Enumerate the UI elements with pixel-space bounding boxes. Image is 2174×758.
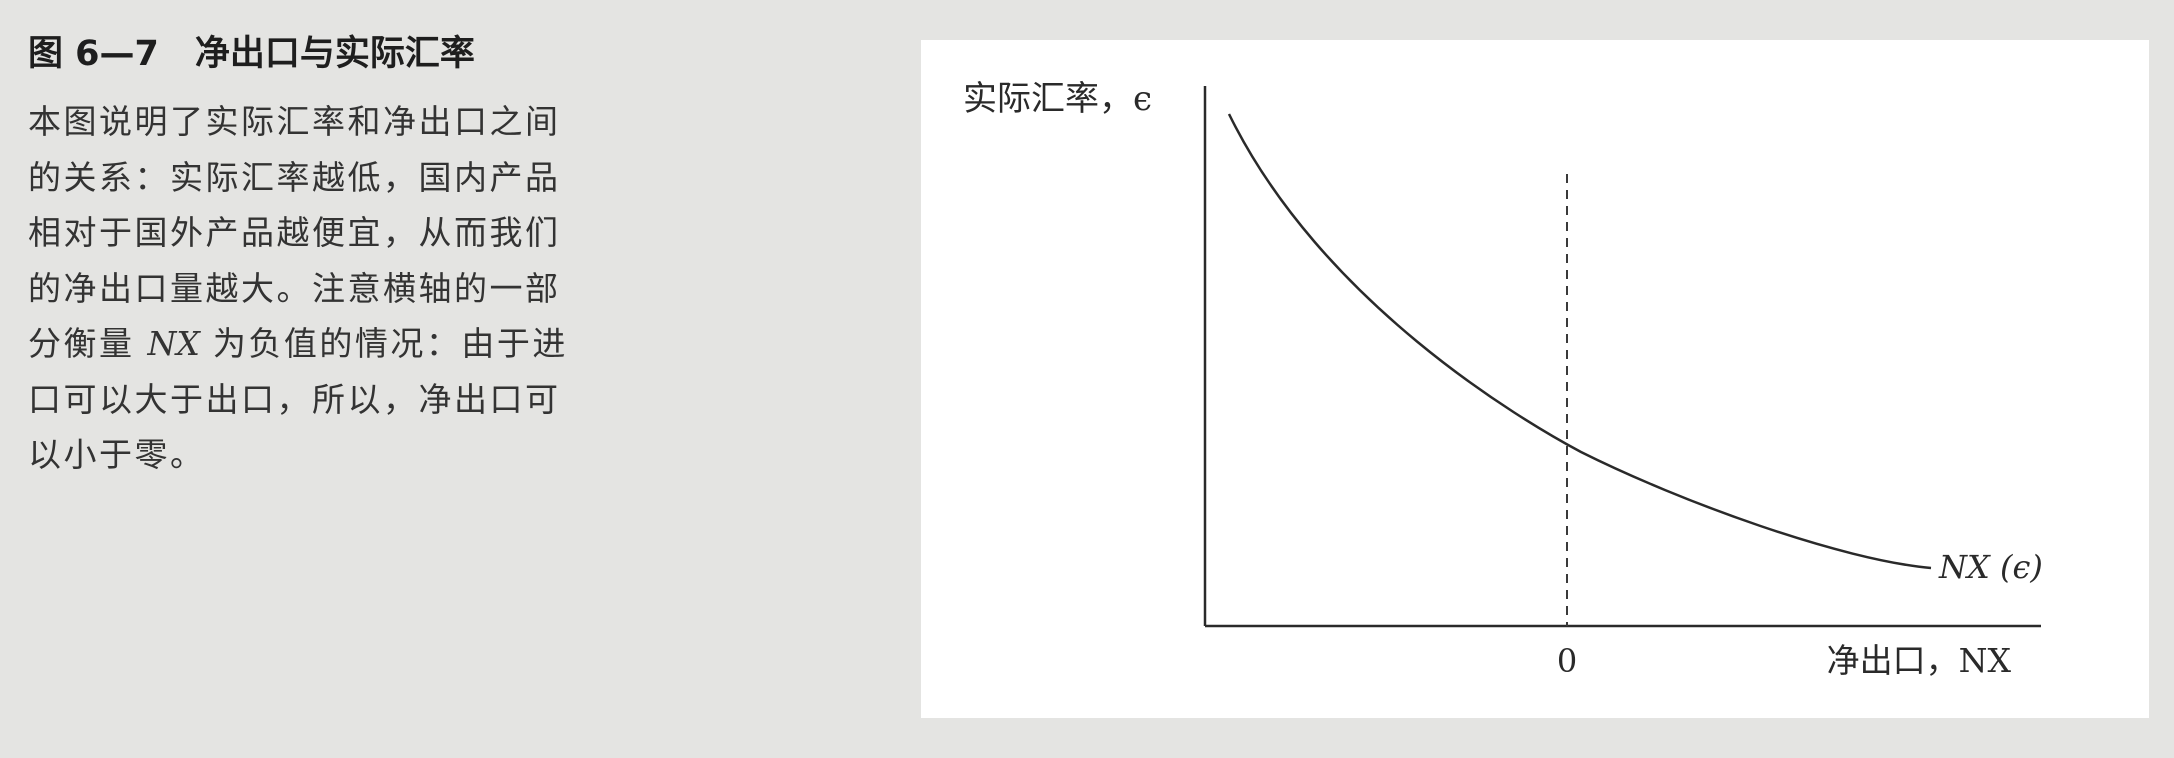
nx-curve [1227,113,1932,570]
chart-card: 实际汇率，ϵ NX (ϵ) 0 净出口，NX [921,40,2149,718]
caption-line: 分衡量 NX 为负值的情况：由于进 [28,324,568,363]
y-axis-label: 实际汇率，ϵ [963,79,1152,119]
caption-line: 本图说明了实际汇率和净出口之间 [28,102,561,141]
nx-symbol: NX [147,324,200,363]
caption-title: 图 6—7 净出口与实际汇率 [28,28,668,80]
figure-title: 净出口与实际汇率 [194,34,475,74]
caption-line: 的净出口量越大。注意横轴的一部 [28,268,561,308]
x-tick-label: 0 [1557,642,1577,680]
caption-line: 相对于国外产品越便宜，从而我们 [28,213,561,252]
figure-number: 图 6—7 [28,34,159,74]
x-axis-label: 净出口，NX [1827,641,2012,680]
figure-caption: 图 6—7 净出口与实际汇率 本图说明了实际汇率和净出口之间 的关系：实际汇率越低… [28,28,668,483]
caption-line: 口可以大于出口，所以，净出口可 [28,379,561,419]
chart-svg: 实际汇率，ϵ NX (ϵ) 0 净出口，NX [963,79,2043,680]
caption-line: 以小于零。 [28,435,206,474]
caption-line: 的关系：实际汇率越低，国内产品 [28,157,561,197]
nx-curve-label: NX (ϵ) [1938,548,2043,586]
caption-body: 本图说明了实际汇率和净出口之间 的关系：实际汇率越低，国内产品 相对于国外产品越… [28,94,658,483]
